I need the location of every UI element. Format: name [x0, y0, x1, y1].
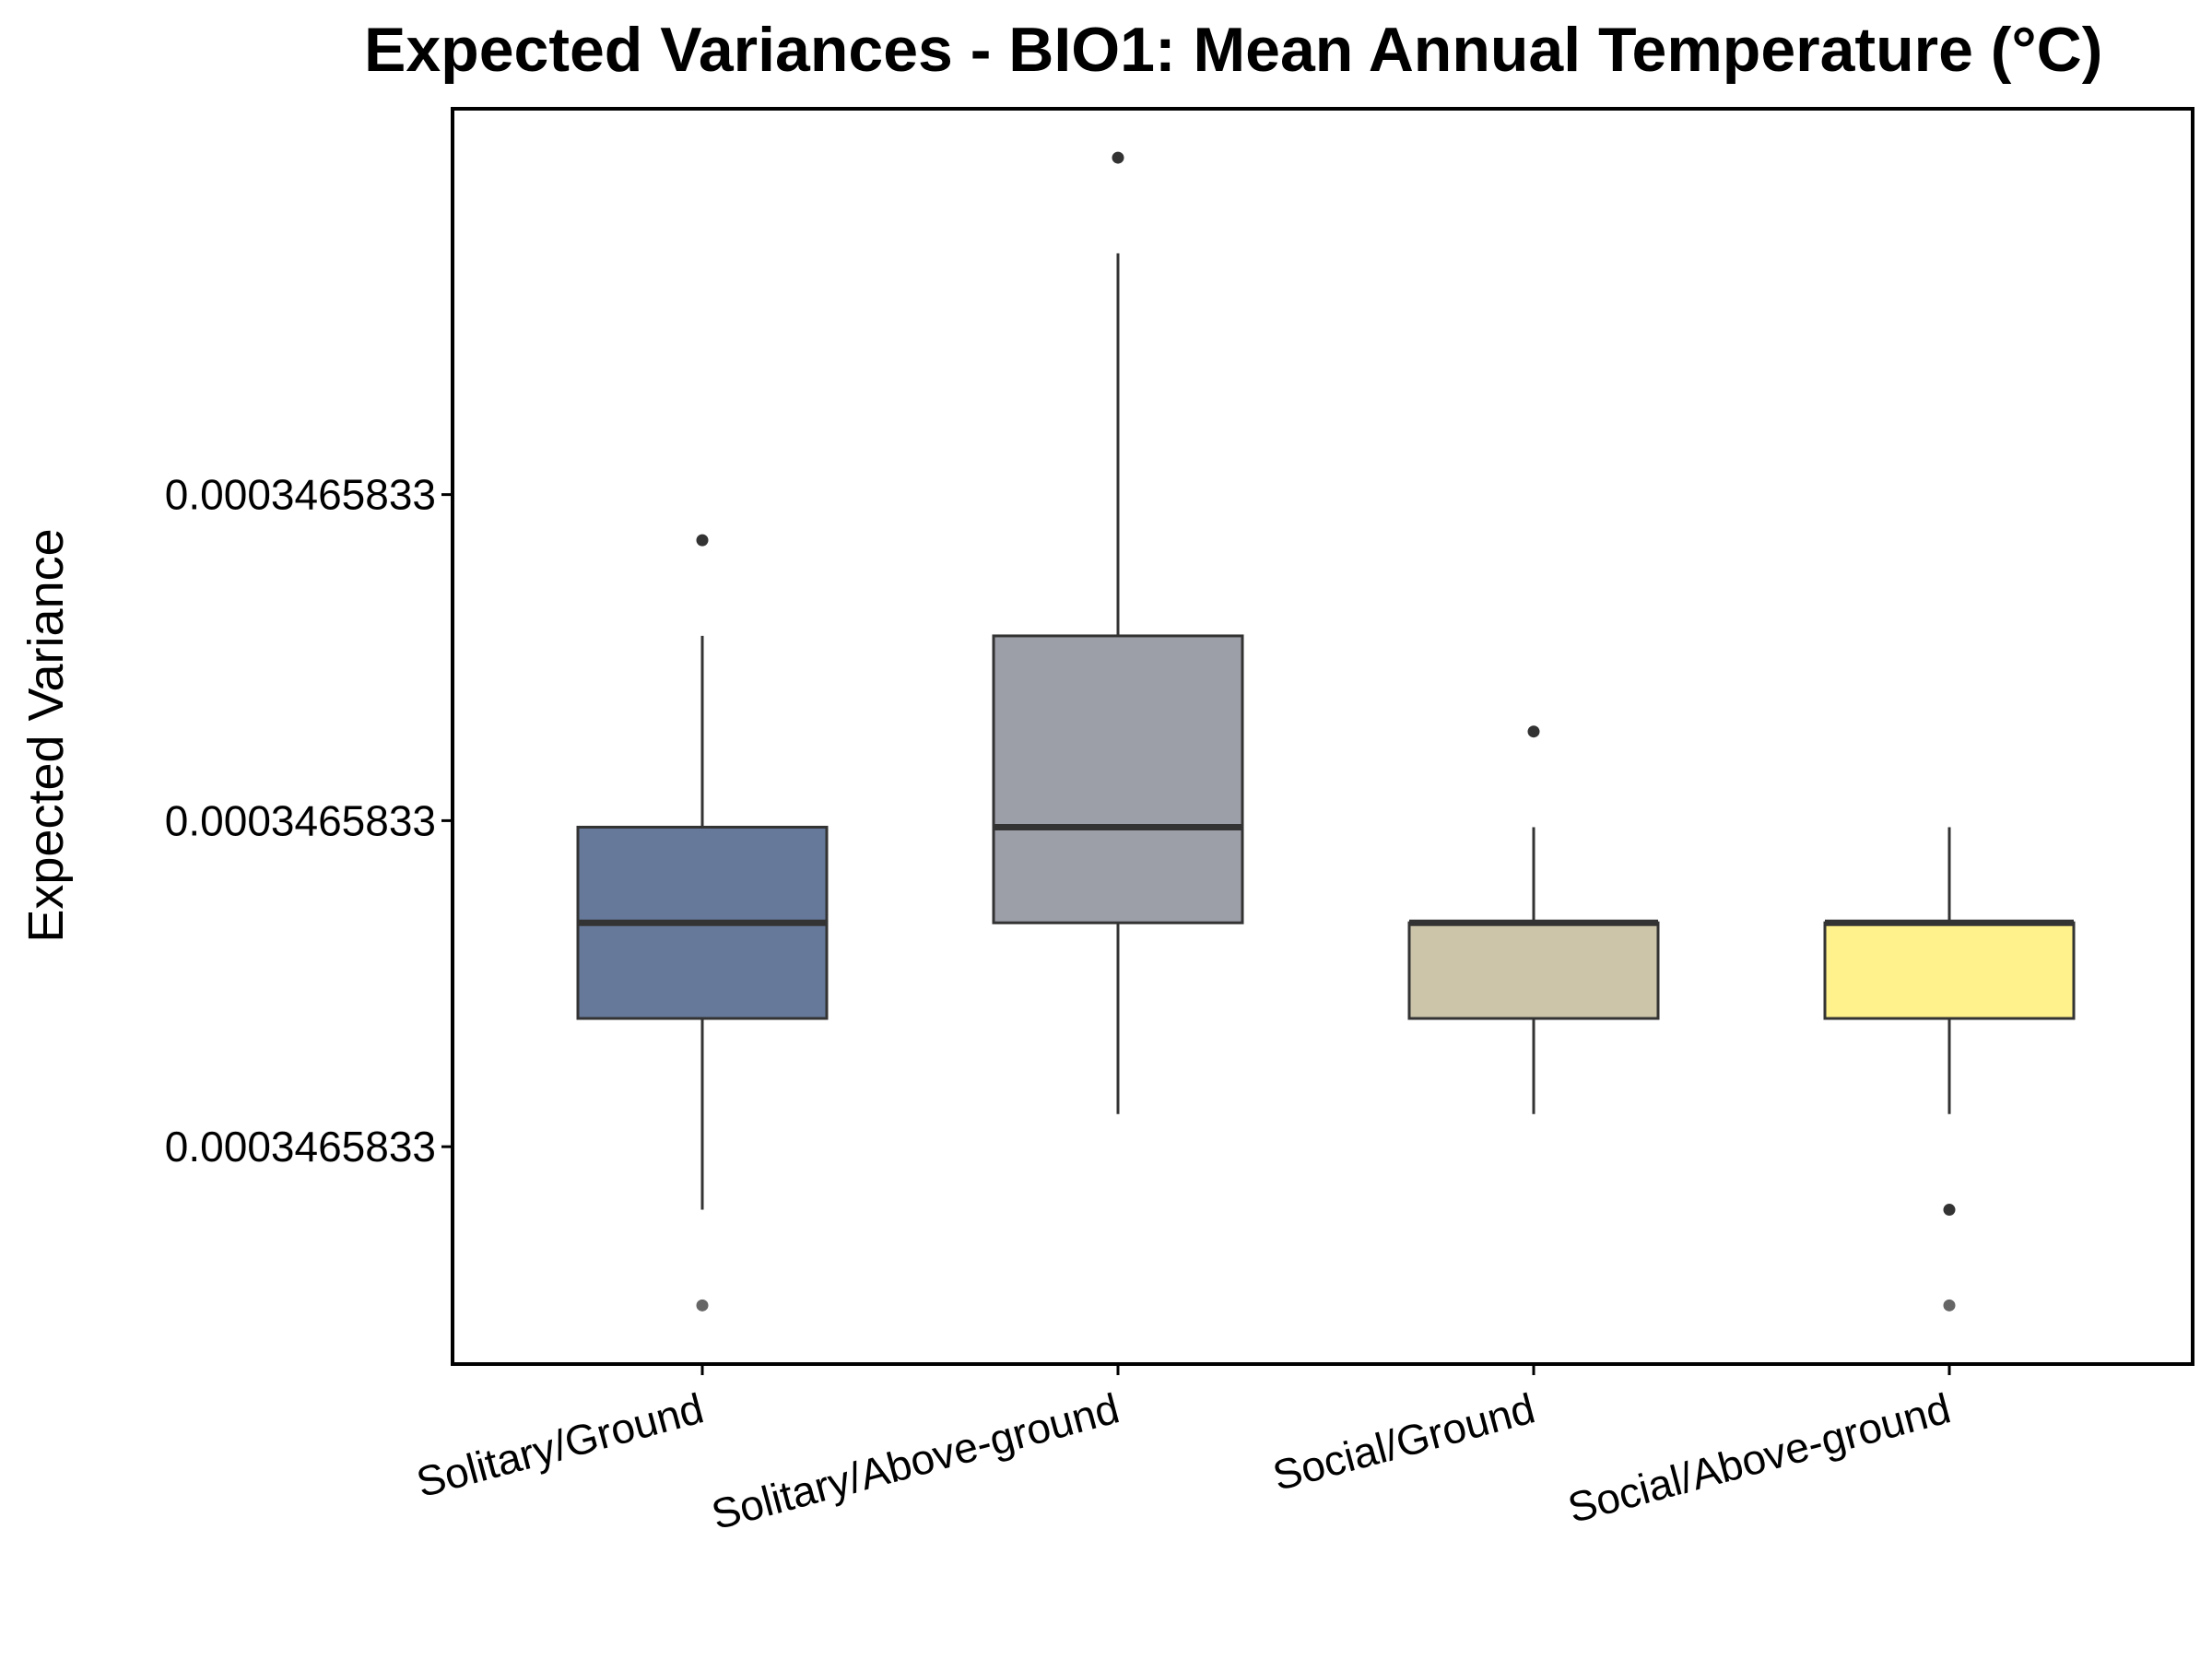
box-series [576, 151, 2076, 1312]
box-group [992, 151, 1244, 1114]
outlier-point [1943, 1204, 1956, 1217]
x-tick-label: Solitary/Ground [411, 1383, 708, 1506]
x-tick-label: Social/Ground [1268, 1383, 1540, 1500]
y-tick-label: 0.0003465833 [165, 471, 436, 519]
box-body [1823, 921, 2076, 1020]
plot-panel [451, 107, 2194, 1366]
box-body [1407, 921, 1660, 1020]
outlier-point [696, 1299, 709, 1312]
box-group [1823, 827, 2076, 1312]
x-tick-label: Solitary/Above-ground [706, 1383, 1124, 1538]
box-body [992, 634, 1244, 924]
y-axis: 0.0003465833 0.0003465833 0.0003465833 [165, 471, 453, 1171]
box-group [576, 534, 829, 1312]
outlier-point [696, 534, 709, 547]
box-group [1407, 725, 1660, 1114]
y-tick-label: 0.0003465833 [165, 796, 436, 844]
y-axis-label: Expected Variance [18, 528, 74, 942]
y-tick-label: 0.0003465833 [165, 1123, 436, 1171]
outlier-point [1527, 725, 1540, 738]
x-tick-label: Social/Above-ground [1563, 1383, 1956, 1532]
outlier-point [1112, 151, 1124, 164]
outlier-point [1943, 1299, 1956, 1312]
chart-title: Expected Variances - BIO1: Mean Annual T… [364, 15, 2102, 85]
